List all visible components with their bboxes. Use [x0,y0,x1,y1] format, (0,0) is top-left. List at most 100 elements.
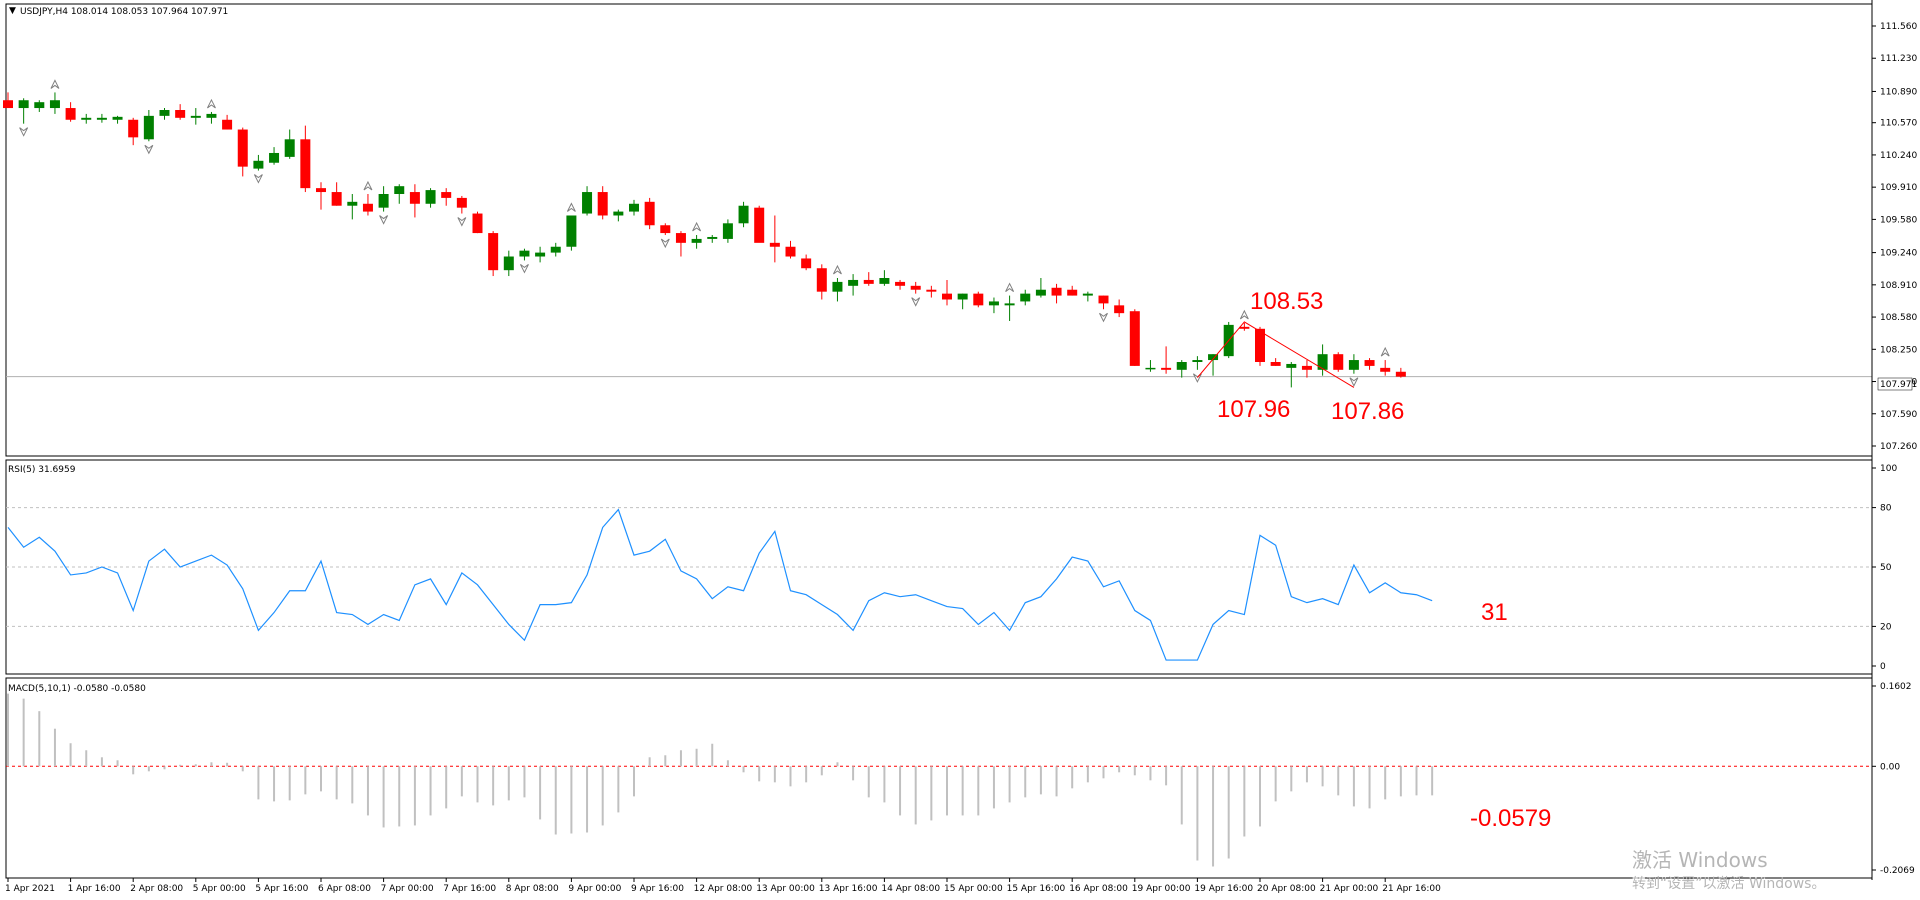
candle-body [942,293,952,300]
price-tick-label: 107.590 [1880,410,1917,420]
activation-watermark-subtitle: 转到“设置”以激活 Windows。 [1632,875,1825,892]
candle-body [18,100,29,109]
candle-body [722,223,733,239]
candle-body [49,100,60,109]
fractal-up-marker [566,202,576,212]
dropdown-arrow-icon[interactable]: ▼ [9,6,16,16]
candle-body [1035,289,1046,296]
candle-body [394,186,405,194]
candle-body [1114,305,1125,314]
candle-body [65,108,76,120]
candle-body [926,289,937,292]
macd-value-annotation: -0.0579 [1470,805,1551,832]
macd-tick-label: 0.1602 [1880,682,1912,692]
time-tick-label: 19 Apr 00:00 [1132,884,1191,894]
time-tick-label: 14 Apr 08:00 [881,884,940,894]
candle-body [316,188,326,193]
time-axis: 1 Apr 2021 1 Apr 16:00 2 Apr 08:00 5 Apr 00… [5,0,1873,894]
candle-body [675,233,686,243]
candle-body [566,215,577,247]
fractal-down-marker [457,217,467,227]
candle-body [1176,362,1187,370]
candle-body [660,225,671,234]
fractal-up-marker [1005,282,1015,292]
candle-body [863,279,874,284]
candle-body [237,129,248,167]
activation-watermark-title: 激活 Windows [1632,848,1768,872]
candle-body [128,119,139,138]
candle-body [175,110,186,118]
candle-body [190,115,201,118]
time-tick-label: 20 Apr 08:00 [1257,884,1316,894]
time-tick-label: 19 Apr 16:00 [1194,884,1253,894]
candle-body [362,203,373,212]
price-tick-label: 111.560 [1880,22,1917,32]
candle-body [754,207,765,243]
candle-body [81,117,92,120]
fractal-up-marker [1239,309,1249,320]
rsi-tick-label: 80 [1880,504,1892,514]
candle-body [957,293,968,300]
candle-body [409,192,420,204]
candle-body [222,119,233,130]
candle-body [613,211,624,216]
time-tick-label: 5 Apr 16:00 [255,884,308,894]
candle-body [253,160,264,169]
candle-body [331,192,342,206]
candle-body [1348,360,1359,370]
candle-body [597,192,608,216]
fractal-up-marker [1380,346,1390,357]
candle-body [879,278,890,284]
candle-body [738,205,749,224]
price-tick-label: 109.910 [1880,183,1917,193]
rsi-tick-label: 50 [1880,563,1892,573]
price-tick-label: 108.910 [1880,281,1917,291]
current-price-label: 107.971 [1880,380,1917,390]
candle-body [1395,371,1406,377]
candle-body [425,190,436,204]
fractal-down-marker [520,264,529,274]
fractal-down-marker [1099,312,1108,323]
candle-body [1239,326,1250,329]
time-tick-label: 12 Apr 08:00 [694,884,753,894]
candle-body [1380,367,1391,372]
fractal-down-marker [144,144,154,155]
candle-body [769,242,780,247]
candle-body [895,281,906,286]
candle-body [707,236,718,239]
price-tick-label: 110.890 [1880,87,1917,97]
candle-body [644,201,655,226]
candle-body [910,285,921,290]
candle-body [1270,362,1281,366]
candle-body [519,250,530,257]
candle-body [1364,360,1375,366]
candle-body [1082,293,1093,296]
time-tick-label: 16 Apr 08:00 [1069,884,1128,894]
price-tick-label: 110.240 [1880,151,1917,161]
macd-tick-label: -0.2069 [1880,866,1915,876]
high-annotation: 108.53 [1250,288,1323,315]
macd-pane[interactable]: 0.1602 0.00 -0.2069 [5,677,1915,879]
candle-body [206,113,217,118]
candle-body [1051,287,1062,296]
candle-body [973,293,984,306]
time-tick-label: 13 Apr 00:00 [756,884,815,894]
rsi-tick-label: 0 [1880,662,1886,672]
fractal-up-marker [363,180,373,191]
candle-body [550,246,561,253]
candle-body [1208,354,1219,361]
rsi-header: RSI(5) 31.6959 [8,465,76,475]
candle-body [456,197,467,208]
candle-body [347,201,358,206]
candle-body [1286,363,1297,368]
time-tick-label: 15 Apr 16:00 [1007,884,1066,894]
fractal-up-marker [50,79,60,89]
low-annotation-2: 107.86 [1331,398,1404,425]
low-annotation-1: 107.96 [1217,396,1290,423]
rsi-tick-label: 20 [1880,622,1892,632]
time-tick-label: 1 Apr 16:00 [68,884,121,894]
time-tick-label: 8 Apr 08:00 [506,884,559,894]
price-pane[interactable]: 111.560 111.230 110.890 110.570 110.240 109.9… [3,3,1917,457]
candle-body [472,213,483,234]
